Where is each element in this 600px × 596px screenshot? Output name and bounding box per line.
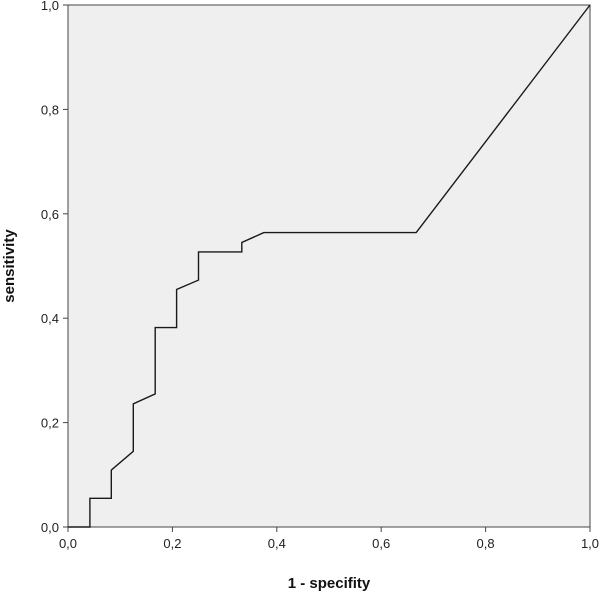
- y-tick-label: 1,0: [41, 0, 59, 13]
- y-tick-label: 0,4: [41, 311, 59, 326]
- y-axis: 0,0 0,2 0,4 0,6 0,8 1,0: [41, 0, 68, 535]
- x-axis: 0,0 0,2 0,4 0,6 0,8 1,0: [59, 527, 599, 551]
- x-tick-label: 0,0: [59, 536, 77, 551]
- x-tick-label: 1,0: [581, 536, 599, 551]
- x-tick-label: 0,6: [372, 536, 390, 551]
- plot-area: [67, 4, 591, 528]
- x-axis-title: 1 - specifity: [288, 575, 371, 592]
- y-tick-label: 0,0: [41, 520, 59, 535]
- x-tick-label: 0,4: [268, 536, 286, 551]
- y-tick-label: 0,6: [41, 207, 59, 222]
- x-tick-label: 0,8: [477, 536, 495, 551]
- roc-curve-line: [68, 4, 591, 528]
- x-tick-label: 0,2: [163, 536, 181, 551]
- y-tick-label: 0,2: [41, 416, 59, 431]
- y-tick-label: 0,8: [41, 102, 59, 117]
- y-axis-title: sensitivity: [1, 229, 18, 303]
